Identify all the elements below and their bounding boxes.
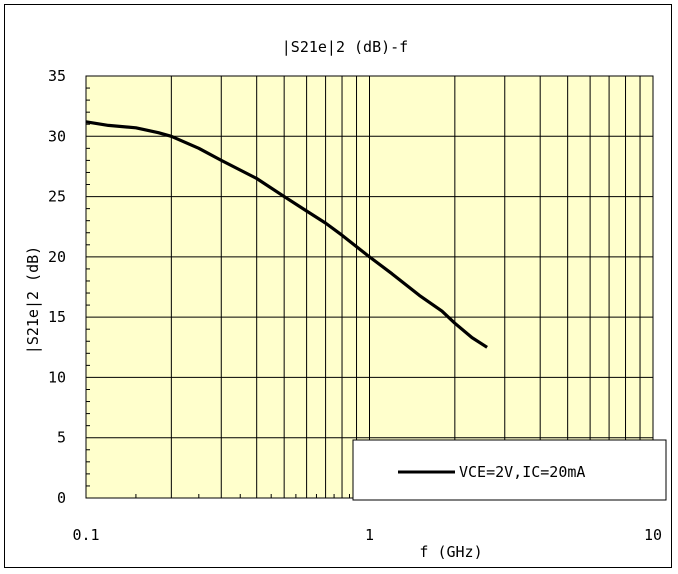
- y-tick-label: 30: [48, 127, 66, 145]
- legend: VCE=2V,IC=20mA: [352, 439, 667, 501]
- x-axis-tick-labels: 0.1 1 10: [72, 526, 662, 544]
- series-layer: [85, 120, 488, 349]
- y-axis-label: |S21e|2 (dB): [24, 246, 42, 354]
- y-tick-label: 0: [57, 489, 66, 507]
- y-tick-label: 10: [48, 368, 66, 386]
- grid-lines: [86, 76, 653, 498]
- legend-box: [352, 439, 667, 501]
- x-tick-label: 1: [365, 526, 374, 544]
- y-tick-label: 20: [48, 248, 66, 266]
- y-axis-tick-labels: 0 5 10 15 20 25 30 35: [48, 67, 66, 507]
- legend-entry-label: VCE=2V,IC=20mA: [459, 463, 585, 481]
- y-tick-label: 25: [48, 188, 66, 206]
- x-tick-label: 0.1: [72, 526, 99, 544]
- x-axis-label: f (GHz): [419, 543, 482, 561]
- y-tick-label: 35: [48, 67, 66, 85]
- series-line: [85, 120, 488, 349]
- y-tick-label: 5: [57, 429, 66, 447]
- x-tick-label: 10: [644, 526, 662, 544]
- y-tick-label: 15: [48, 308, 66, 326]
- chart-title: |S21e|2 (dB)-f: [282, 38, 408, 56]
